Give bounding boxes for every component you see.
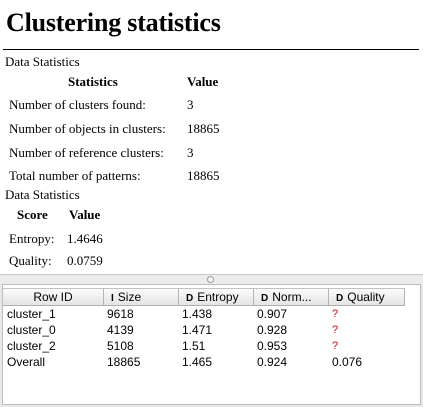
value-column-header: Value xyxy=(187,74,219,89)
data-statistics-caption: Data Statistics xyxy=(5,187,80,202)
entropy-cell[interactable]: 1.465 xyxy=(182,355,213,369)
double-type-icon: D xyxy=(186,293,194,304)
quality-missing-cell[interactable]: ? xyxy=(332,324,339,336)
column-header-entropy[interactable]: D Entropy xyxy=(179,289,254,305)
table-header-row: Row ID I Size D Entropy D Norm... D Quality xyxy=(3,288,405,306)
column-header-size[interactable]: I Size xyxy=(104,289,179,305)
norm-cell[interactable]: 0.907 xyxy=(257,307,288,321)
size-cell[interactable]: 4139 xyxy=(107,323,134,337)
entropy-cell[interactable]: 1.438 xyxy=(182,307,213,321)
column-header-label: Entropy xyxy=(197,290,239,304)
stat-label: Number of objects in clusters: xyxy=(9,121,166,136)
stat-label: Total number of patterns: xyxy=(9,168,141,183)
column-header-norm[interactable]: D Norm... xyxy=(254,289,329,305)
column-header-label: Row ID xyxy=(33,290,73,304)
stat-value: 18865 xyxy=(187,121,220,136)
double-type-icon: D xyxy=(261,293,269,304)
cluster-table[interactable]: Row ID I Size D Entropy D Norm... D Quality … xyxy=(2,284,421,405)
row-id-cell[interactable]: cluster_0 xyxy=(7,323,56,337)
page-title: Clustering statistics xyxy=(6,8,221,37)
row-id-cell[interactable]: cluster_2 xyxy=(7,339,56,353)
value-column-header: Value xyxy=(69,207,101,222)
stat-label: Number of reference clusters: xyxy=(9,145,164,160)
column-header-row-id[interactable]: Row ID xyxy=(3,289,104,305)
norm-cell[interactable]: 0.928 xyxy=(257,323,288,337)
stat-value: 3 xyxy=(187,97,194,112)
column-header-label: Norm... xyxy=(272,290,312,304)
entropy-cell[interactable]: 1.51 xyxy=(182,339,206,353)
quality-missing-cell[interactable]: ? xyxy=(332,308,339,320)
size-cell[interactable]: 5108 xyxy=(107,339,134,353)
double-type-icon: D xyxy=(336,293,344,304)
statistics-report-pane[interactable]: Clustering statistics Data Statistics St… xyxy=(0,0,423,275)
data-statistics-caption: Data Statistics xyxy=(5,54,80,69)
score-value: 1.4646 xyxy=(67,231,103,246)
stat-value: 18865 xyxy=(187,168,220,183)
row-id-cell[interactable]: cluster_1 xyxy=(7,307,56,321)
score-label: Quality: xyxy=(9,253,52,268)
column-header-quality[interactable]: D Quality xyxy=(329,289,405,305)
quality-cell[interactable]: 0.076 xyxy=(332,355,363,369)
entropy-cell[interactable]: 1.471 xyxy=(182,323,213,337)
stat-value: 3 xyxy=(187,145,194,160)
row-id-cell[interactable]: Overall xyxy=(7,355,46,369)
size-cell[interactable]: 18865 xyxy=(107,355,141,369)
title-divider xyxy=(3,49,419,50)
column-header-label: Size xyxy=(117,290,142,304)
column-header-label: Quality xyxy=(347,290,385,304)
score-column-header: Score xyxy=(17,207,48,222)
score-label: Entropy: xyxy=(9,231,55,246)
stat-label: Number of clusters found: xyxy=(9,97,146,112)
splitter-handle[interactable] xyxy=(207,276,214,283)
integer-type-icon: I xyxy=(111,293,114,304)
size-cell[interactable]: 9618 xyxy=(107,307,134,321)
norm-cell[interactable]: 0.924 xyxy=(257,355,288,369)
statistics-column-header: Statistics xyxy=(68,74,118,89)
quality-missing-cell[interactable]: ? xyxy=(332,340,339,352)
score-value: 0.0759 xyxy=(67,253,103,268)
norm-cell[interactable]: 0.953 xyxy=(257,339,288,353)
pane-splitter[interactable] xyxy=(0,275,423,284)
